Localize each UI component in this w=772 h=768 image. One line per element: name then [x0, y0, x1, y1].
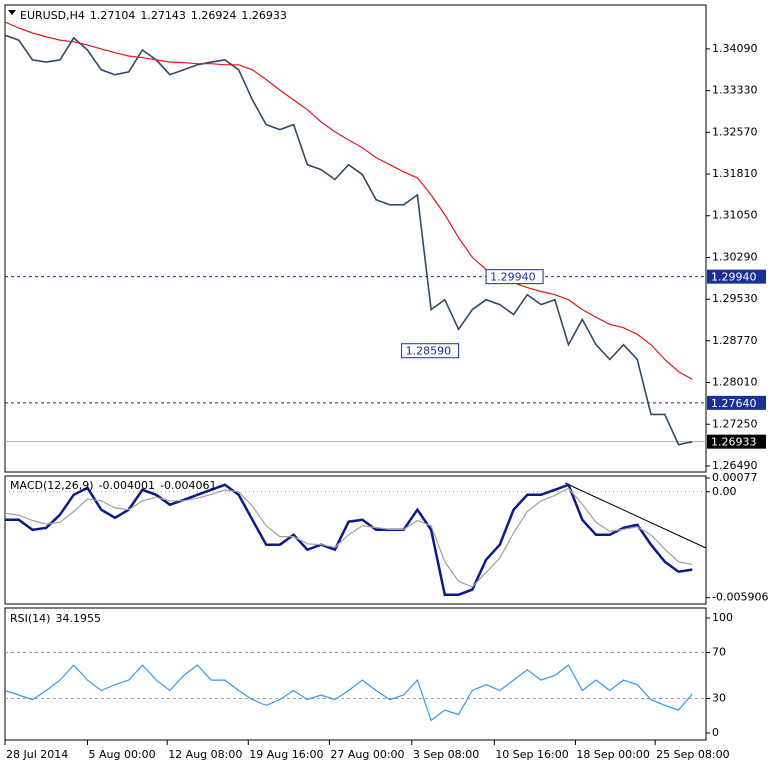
- annotation-box: [401, 343, 460, 359]
- x-tick-label: 5 Aug 00:00: [88, 748, 155, 761]
- rsi-panel: [4, 607, 707, 741]
- level-label: 1.29940: [711, 271, 757, 284]
- x-tick-label: 19 Aug 16:00: [249, 748, 323, 761]
- y-tick-label: 1.28770: [712, 334, 758, 347]
- price-panel: [4, 4, 707, 473]
- current-price-box: [707, 434, 766, 449]
- panel-title: EURUSD,H4: [20, 9, 85, 22]
- level-label: 1.27640: [711, 397, 757, 410]
- header-value: -0.004061: [160, 479, 216, 492]
- series-line: [4, 34, 693, 446]
- current-price-label: 1.26933: [711, 436, 757, 449]
- y-tick-label: 1.28010: [712, 376, 758, 389]
- header-value: 1.26924: [191, 9, 237, 22]
- y-tick-label: 1.31810: [712, 167, 758, 180]
- annotation-box: [485, 269, 544, 285]
- y-tick-label: -0.005906: [712, 591, 768, 604]
- y-tick-label: 100: [712, 611, 733, 624]
- y-tick-label: 1.27250: [712, 417, 758, 430]
- menu-triangle: [8, 10, 16, 15]
- panel-title: MACD(12,26,9): [10, 479, 94, 492]
- y-tick-label: 1.32570: [712, 125, 758, 138]
- y-tick-label: 0: [712, 726, 719, 739]
- x-tick-label: 3 Sep 08:00: [413, 748, 479, 761]
- y-tick-label: 1.33330: [712, 84, 758, 97]
- x-tick-label: 28 Jul 2014: [6, 748, 68, 761]
- y-tick-label: 70: [712, 646, 726, 659]
- trend-line: [564, 482, 707, 549]
- panel-header: MACD(12,26,9) -0.004001 -0.004061: [10, 479, 216, 492]
- x-tick-label: 27 Aug 00:00: [330, 748, 404, 761]
- y-tick-label: 30: [712, 692, 726, 705]
- y-tick-label: 1.31050: [712, 209, 758, 222]
- header-value: 34.1955: [55, 612, 101, 625]
- series-line: [5, 483, 693, 596]
- series-line: [4, 487, 693, 588]
- header-value: -0.004001: [99, 479, 155, 492]
- level-box: [707, 269, 766, 284]
- y-tick-label: 1.34090: [712, 42, 758, 55]
- y-tick-label: 0.00: [712, 485, 737, 498]
- panel-header: RSI(14) 34.1955: [10, 612, 101, 625]
- x-tick-label: 10 Sep 16:00: [495, 748, 568, 761]
- panel-header: EURUSD,H4 1.27104 1.27143 1.26924 1.26933: [20, 9, 287, 22]
- y-tick-label: 1.29530: [712, 292, 758, 305]
- header-value: 1.27104: [90, 9, 136, 22]
- annotation-label: 1.28590: [406, 345, 452, 358]
- macd-panel: [4, 475, 707, 605]
- y-tick-label: 1.26490: [712, 459, 758, 472]
- x-tick-label: 18 Sep 00:00: [576, 748, 649, 761]
- level-box: [707, 395, 766, 410]
- panel-title: RSI(14): [10, 612, 50, 625]
- header-value: 1.27143: [140, 9, 186, 22]
- x-tick-label: 25 Sep 08:00: [656, 748, 729, 761]
- y-tick-label: 1.30290: [712, 250, 758, 263]
- y-tick-label: 0.00077: [712, 471, 758, 484]
- series-line: [4, 664, 693, 722]
- series-line: [4, 21, 693, 380]
- header-value: 1.26933: [241, 9, 287, 22]
- x-tick-label: 12 Aug 08:00: [168, 748, 242, 761]
- annotation-label: 1.29940: [490, 271, 536, 284]
